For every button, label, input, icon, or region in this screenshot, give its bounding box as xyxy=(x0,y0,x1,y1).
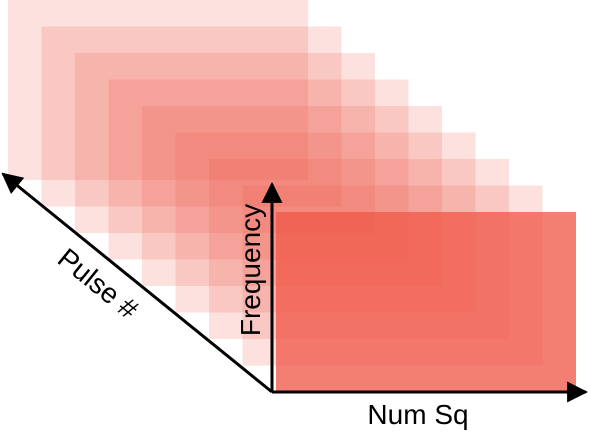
layer-stack xyxy=(8,0,576,392)
axes xyxy=(1,172,589,403)
layer-1 xyxy=(8,0,308,180)
pulse-axis xyxy=(1,172,273,394)
frequency-axis-label: Frequency xyxy=(235,204,266,336)
num-sq-axis-label: Num Sq xyxy=(367,399,468,430)
layer-2 xyxy=(41,26,342,207)
layer-9 xyxy=(276,212,576,392)
layer-3 xyxy=(75,53,375,233)
